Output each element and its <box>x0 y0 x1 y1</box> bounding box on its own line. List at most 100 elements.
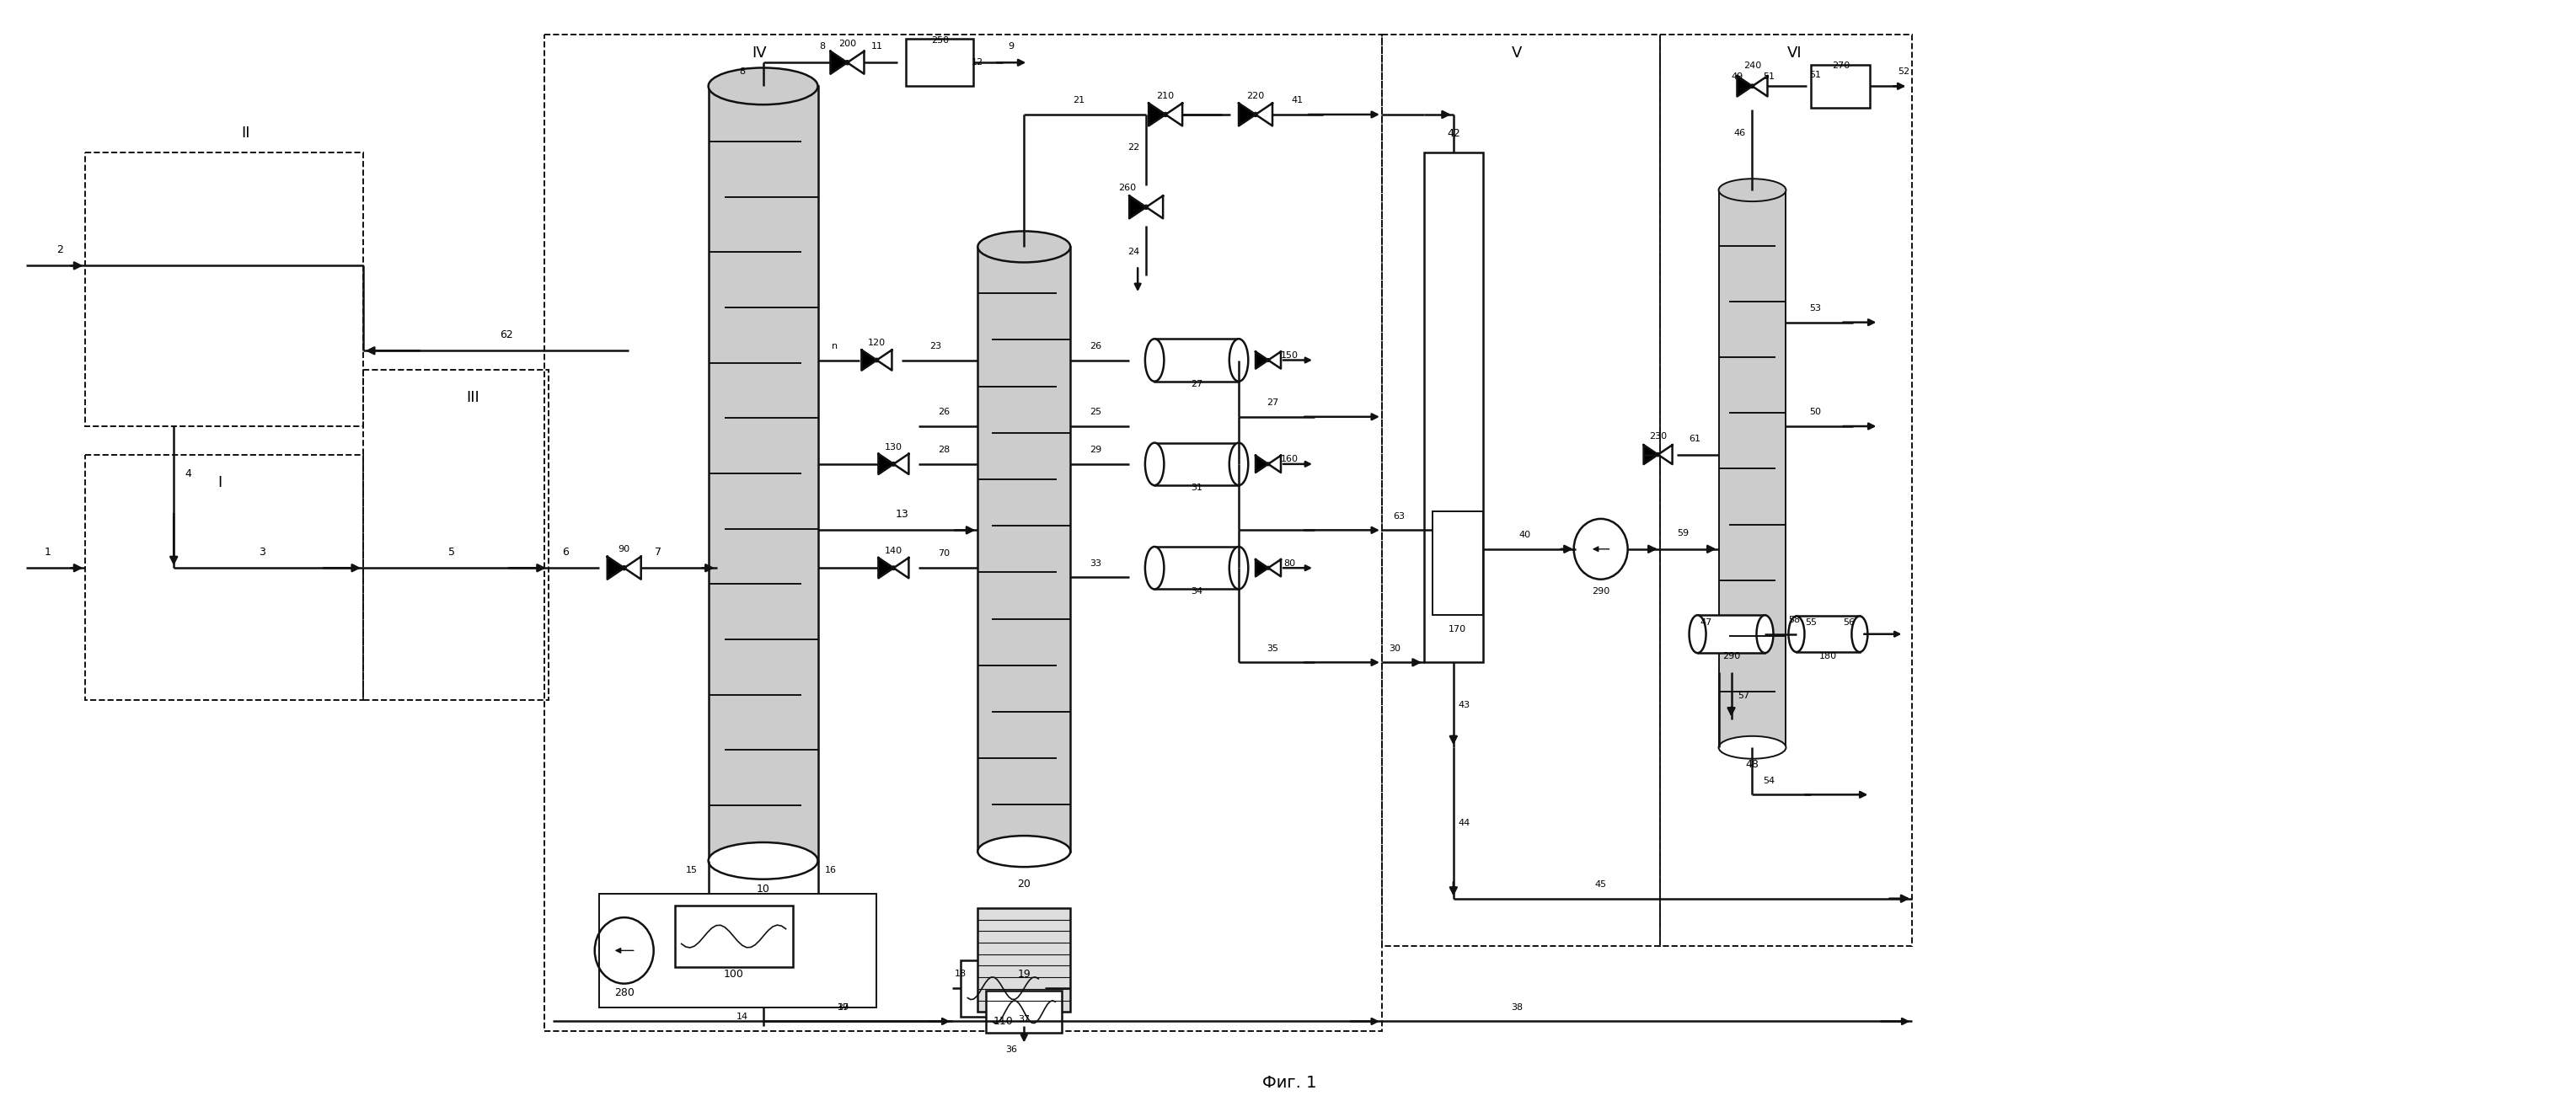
Polygon shape <box>848 51 863 74</box>
Text: 4: 4 <box>185 468 191 479</box>
Text: 240: 240 <box>1744 61 1762 69</box>
Bar <box>1154 546 1239 589</box>
Polygon shape <box>608 556 623 580</box>
Text: I: I <box>219 476 222 490</box>
Text: 150: 150 <box>1280 351 1298 360</box>
Circle shape <box>891 566 896 570</box>
Polygon shape <box>876 350 891 371</box>
Text: 26: 26 <box>1090 342 1103 350</box>
Text: 63: 63 <box>1394 512 1404 521</box>
Text: 25: 25 <box>1090 408 1103 417</box>
Text: 10: 10 <box>757 884 770 895</box>
Text: 130: 130 <box>884 442 902 451</box>
Ellipse shape <box>708 68 817 105</box>
Circle shape <box>1267 462 1270 466</box>
Ellipse shape <box>1718 179 1785 201</box>
Text: III: III <box>466 390 479 405</box>
Polygon shape <box>1128 195 1146 219</box>
Text: 120: 120 <box>868 338 886 347</box>
Text: 100: 100 <box>724 968 744 980</box>
Text: 7: 7 <box>654 546 662 557</box>
Text: 41: 41 <box>1291 96 1303 105</box>
Text: 90: 90 <box>618 545 631 553</box>
Text: 30: 30 <box>1388 645 1401 652</box>
Ellipse shape <box>1690 615 1705 653</box>
Bar <box>544 35 1381 1031</box>
Polygon shape <box>1149 103 1164 126</box>
Bar <box>1154 338 1239 381</box>
Text: 17: 17 <box>837 1003 850 1011</box>
Text: 22: 22 <box>1128 143 1139 152</box>
Text: 47: 47 <box>1700 619 1713 627</box>
Text: 37: 37 <box>1018 1015 1030 1023</box>
Circle shape <box>1752 84 1754 88</box>
Text: 9: 9 <box>1007 42 1015 50</box>
Text: 43: 43 <box>1458 700 1471 709</box>
Text: 80: 80 <box>1283 558 1296 567</box>
Text: 3: 3 <box>258 546 265 557</box>
Ellipse shape <box>1852 617 1868 652</box>
Bar <box>979 908 1072 1012</box>
Text: 290: 290 <box>1723 651 1741 660</box>
Text: 61: 61 <box>1690 435 1700 442</box>
Circle shape <box>891 462 896 466</box>
Circle shape <box>1656 452 1659 457</box>
Ellipse shape <box>1757 615 1772 653</box>
Bar <box>979 247 1072 851</box>
Bar <box>961 960 1046 1016</box>
Text: 250: 250 <box>930 37 948 45</box>
Text: 15: 15 <box>685 866 698 875</box>
Text: 270: 270 <box>1832 61 1850 69</box>
Text: 28: 28 <box>938 446 951 455</box>
Text: 8: 8 <box>819 42 824 50</box>
Bar <box>1795 617 1860 652</box>
Text: n: n <box>832 342 837 350</box>
Bar <box>1698 615 1765 653</box>
Text: 16: 16 <box>824 866 837 875</box>
Polygon shape <box>1255 352 1267 369</box>
Text: 26: 26 <box>938 408 951 417</box>
Text: 11: 11 <box>871 42 884 50</box>
Text: 23: 23 <box>930 342 943 350</box>
Text: 56: 56 <box>1844 619 1855 627</box>
Text: 20: 20 <box>1018 879 1030 890</box>
Ellipse shape <box>1229 442 1249 485</box>
Ellipse shape <box>1146 442 1164 485</box>
Ellipse shape <box>1146 546 1164 589</box>
Ellipse shape <box>1146 338 1164 381</box>
Text: 18: 18 <box>956 970 966 978</box>
Text: 140: 140 <box>884 546 902 555</box>
Bar <box>708 86 817 861</box>
Text: 280: 280 <box>613 987 634 999</box>
Text: 12: 12 <box>971 58 984 67</box>
Polygon shape <box>860 350 876 371</box>
Polygon shape <box>1164 103 1182 126</box>
Text: 51: 51 <box>1762 73 1775 80</box>
Text: 44: 44 <box>1458 819 1471 828</box>
Bar <box>1154 442 1239 485</box>
Text: II: II <box>242 126 250 141</box>
Text: 70: 70 <box>938 550 951 558</box>
Text: 58: 58 <box>1788 615 1801 624</box>
Text: 19: 19 <box>1018 968 1030 980</box>
Polygon shape <box>878 454 894 475</box>
Polygon shape <box>1659 445 1672 465</box>
Text: Фиг. 1: Фиг. 1 <box>1262 1075 1316 1091</box>
Bar <box>598 894 876 1008</box>
Text: 27: 27 <box>1267 399 1278 407</box>
Polygon shape <box>829 51 848 74</box>
Text: 51: 51 <box>1808 70 1821 79</box>
Text: 170: 170 <box>1448 626 1466 633</box>
Text: 8: 8 <box>739 68 744 76</box>
Polygon shape <box>894 557 909 579</box>
Bar <box>1811 65 1870 107</box>
Text: 24: 24 <box>1128 247 1139 256</box>
Bar <box>1432 512 1484 615</box>
Text: 260: 260 <box>1118 184 1136 192</box>
Text: 2: 2 <box>57 245 64 255</box>
Text: 53: 53 <box>1808 304 1821 313</box>
Text: 33: 33 <box>1090 558 1103 567</box>
Text: 42: 42 <box>1448 128 1461 139</box>
Text: 35: 35 <box>1267 645 1278 652</box>
Text: 31: 31 <box>1190 484 1203 491</box>
